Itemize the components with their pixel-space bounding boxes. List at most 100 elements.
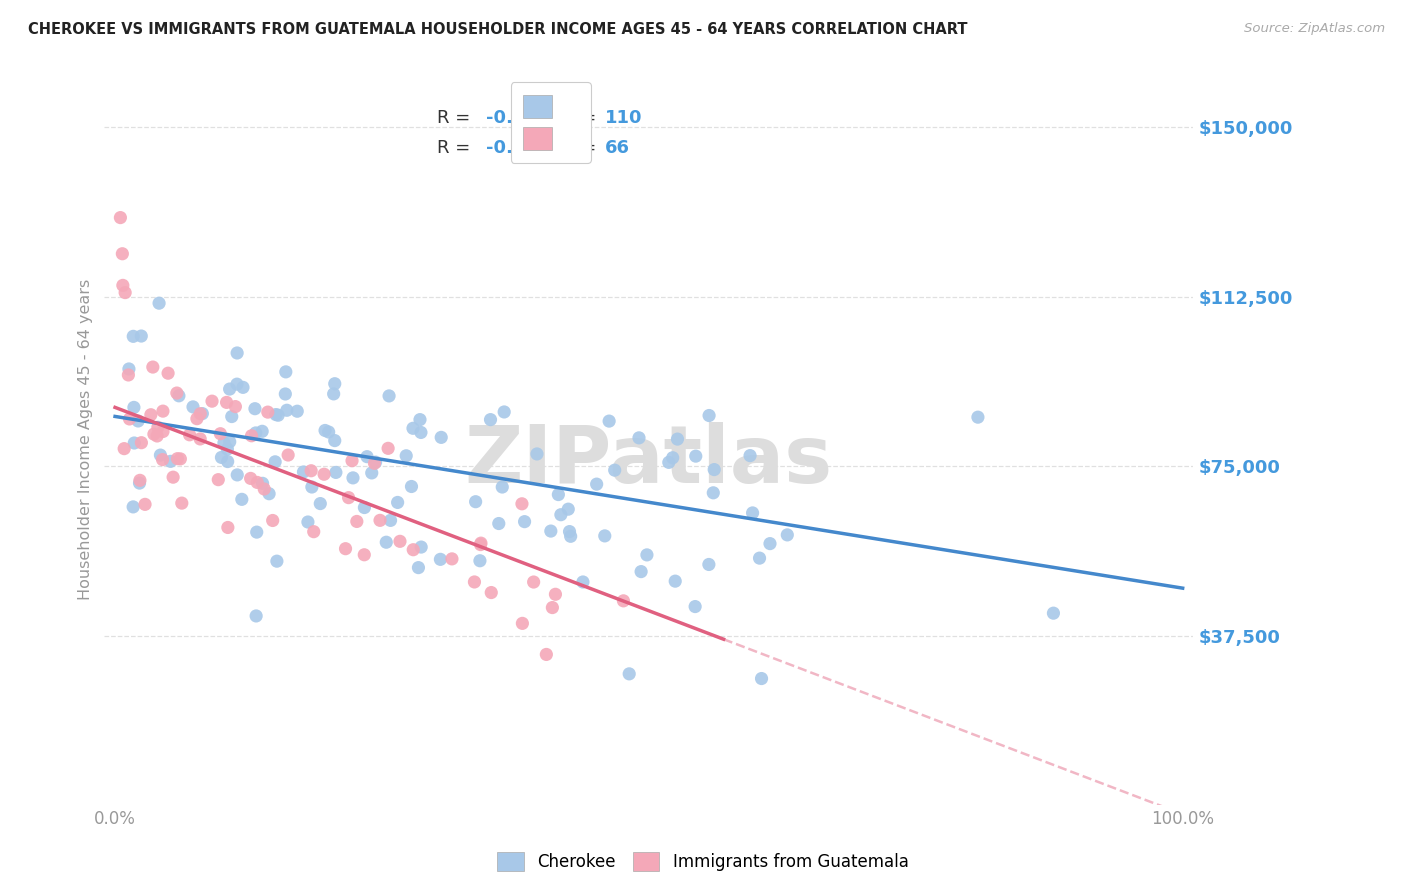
- Point: [748, 551, 770, 566]
- Point: [118, 412, 141, 426]
- Point: [146, 429, 169, 443]
- Point: [309, 497, 332, 511]
- Point: [558, 524, 581, 539]
- Point: [110, 211, 132, 225]
- Point: [134, 497, 156, 511]
- Point: [239, 471, 262, 485]
- Text: N =: N =: [562, 110, 602, 128]
- Point: [409, 425, 432, 440]
- Point: [246, 475, 269, 490]
- Point: [186, 411, 208, 425]
- Point: [211, 450, 233, 465]
- Point: [148, 296, 170, 310]
- Point: [127, 414, 149, 428]
- Point: [207, 473, 229, 487]
- Point: [340, 453, 363, 467]
- Point: [470, 538, 492, 552]
- Point: [488, 516, 510, 531]
- Point: [218, 434, 240, 449]
- Point: [378, 389, 401, 403]
- Point: [325, 466, 347, 480]
- Point: [318, 425, 340, 439]
- Point: [612, 594, 634, 608]
- Point: [536, 648, 558, 662]
- Point: [201, 394, 224, 409]
- Point: [218, 382, 240, 396]
- Point: [323, 434, 346, 448]
- Text: N =: N =: [562, 138, 602, 157]
- Point: [619, 666, 641, 681]
- Point: [776, 528, 799, 542]
- Point: [547, 487, 569, 501]
- Point: [585, 477, 607, 491]
- Point: [323, 376, 346, 391]
- Point: [149, 448, 172, 462]
- Point: [169, 451, 191, 466]
- Point: [188, 432, 211, 446]
- Point: [209, 426, 232, 441]
- Point: [246, 525, 269, 540]
- Point: [697, 409, 720, 423]
- Point: [572, 574, 595, 589]
- Point: [253, 482, 276, 496]
- Point: [342, 471, 364, 485]
- Point: [152, 404, 174, 418]
- Point: [363, 456, 385, 470]
- Point: [262, 514, 284, 528]
- Text: R =: R =: [436, 110, 475, 128]
- Point: [463, 574, 485, 589]
- Point: [139, 408, 162, 422]
- Point: [513, 515, 536, 529]
- Point: [703, 462, 725, 476]
- Point: [741, 506, 763, 520]
- Point: [544, 587, 567, 601]
- Point: [191, 407, 214, 421]
- Point: [129, 329, 152, 343]
- Point: [243, 401, 266, 416]
- Point: [664, 574, 686, 589]
- Point: [661, 450, 683, 465]
- Point: [702, 485, 724, 500]
- Point: [468, 554, 491, 568]
- Point: [215, 395, 238, 409]
- Point: [402, 542, 425, 557]
- Point: [479, 412, 502, 426]
- Point: [114, 285, 136, 300]
- Point: [375, 535, 398, 549]
- Point: [598, 414, 620, 428]
- Point: [301, 480, 323, 494]
- Point: [1042, 606, 1064, 620]
- Point: [217, 454, 239, 468]
- Point: [550, 508, 572, 522]
- Legend:   ,   : ,: [510, 82, 591, 162]
- Point: [122, 329, 145, 343]
- Point: [152, 425, 174, 439]
- Point: [129, 474, 152, 488]
- Point: [408, 560, 430, 574]
- Point: [212, 435, 235, 450]
- Point: [297, 515, 319, 529]
- Point: [122, 401, 145, 415]
- Point: [131, 435, 153, 450]
- Point: [759, 536, 782, 550]
- Point: [226, 377, 249, 392]
- Point: [751, 672, 773, 686]
- Point: [356, 450, 378, 464]
- Point: [128, 476, 150, 491]
- Point: [292, 465, 315, 479]
- Text: 66: 66: [606, 138, 630, 157]
- Point: [630, 565, 652, 579]
- Point: [470, 536, 492, 550]
- Point: [738, 449, 761, 463]
- Point: [353, 548, 375, 562]
- Point: [226, 467, 249, 482]
- Point: [277, 448, 299, 462]
- Y-axis label: Householder Income Ages 45 - 64 years: Householder Income Ages 45 - 64 years: [79, 278, 93, 599]
- Point: [697, 558, 720, 572]
- Point: [541, 600, 564, 615]
- Point: [430, 430, 453, 444]
- Point: [364, 455, 387, 469]
- Point: [402, 421, 425, 435]
- Point: [181, 400, 204, 414]
- Point: [429, 552, 451, 566]
